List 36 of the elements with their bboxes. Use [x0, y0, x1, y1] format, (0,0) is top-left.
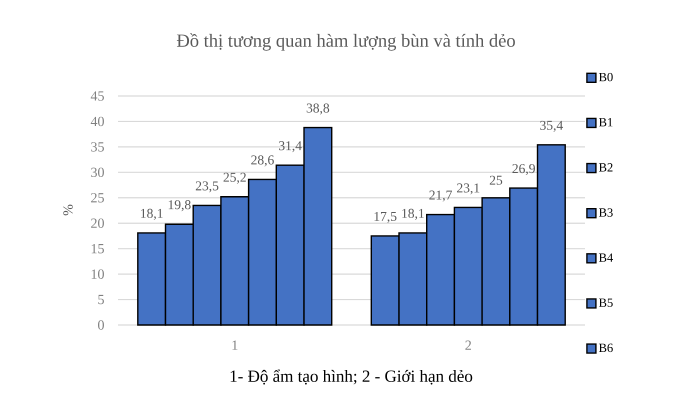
legend-label: B2: [598, 163, 613, 172]
x-tick-label: 1: [232, 340, 238, 350]
data-label: 21,7: [429, 190, 452, 202]
y-tick-label: 0: [98, 320, 104, 330]
data-label: 19,8: [168, 200, 191, 212]
chart-title: Đồ thị tương quan hàm lượng bùn và tính dẻo: [176, 33, 515, 51]
y-axis-title: %: [63, 204, 73, 216]
data-label: 18,1: [402, 208, 424, 220]
data-label: 17,5: [374, 212, 396, 223]
data-label: 38,8: [306, 103, 330, 115]
y-tick-label: 40: [90, 116, 104, 126]
y-tick-label: 45: [90, 91, 104, 101]
data-label: 25: [490, 176, 502, 185]
data-label: 18,1: [141, 208, 163, 220]
y-tick-label: 35: [91, 142, 104, 152]
data-label: 23,5: [196, 181, 218, 192]
legend-label: B1: [598, 118, 612, 126]
data-label: 23,1: [457, 183, 480, 194]
y-tick-label: 25: [91, 193, 104, 202]
y-tick-label: 5: [98, 294, 104, 304]
data-label: 31,4: [278, 141, 302, 152]
legend-label: B5: [598, 298, 613, 307]
legend-label: B4: [598, 253, 614, 262]
legend-label: B0: [598, 72, 613, 82]
data-label: 25,2: [224, 172, 246, 184]
legend-label: B6: [598, 344, 613, 352]
data-label: 26,9: [512, 164, 535, 176]
data-label: 35,4: [540, 120, 563, 132]
x-tick-label: 2: [465, 340, 471, 350]
y-tick-label: 10: [92, 269, 104, 279]
y-tick-label: 15: [92, 244, 104, 254]
x-axis-title: 1- Độ ẩm tạo hình; 2 - Giới hạn dẻo: [230, 369, 472, 385]
legend-label: B3: [598, 208, 613, 217]
data-label: 28,6: [251, 155, 274, 166]
y-tick-label: 30: [91, 168, 104, 178]
y-tick-label: 20: [91, 218, 104, 228]
